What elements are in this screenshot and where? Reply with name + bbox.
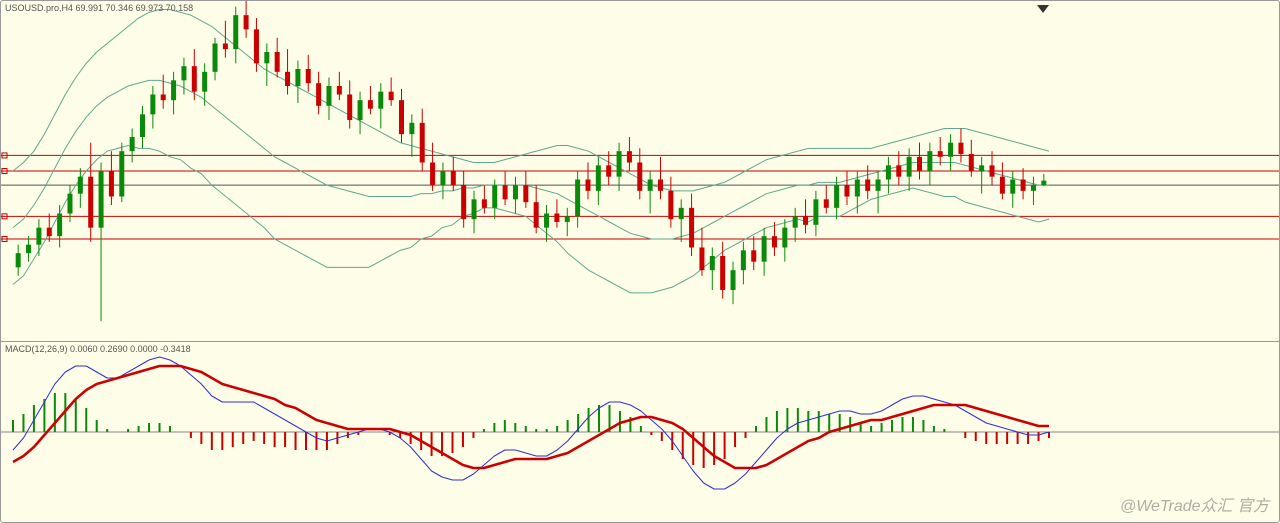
price-panel-label: USOUSD.pro,H4 69.991 70.346 69.973 70.15…: [5, 3, 193, 13]
chart-container: USOUSD.pro,H4 69.991 70.346 69.973 70.15…: [0, 0, 1280, 523]
macd-chart-svg: [1, 342, 1279, 522]
price-chart-panel[interactable]: USOUSD.pro,H4 69.991 70.346 69.973 70.15…: [1, 1, 1279, 342]
macd-panel-label: MACD(12,26,9) 0.0060 0.2690 0.0000 -0.34…: [5, 344, 191, 354]
macd-indicator-panel[interactable]: MACD(12,26,9) 0.0060 0.2690 0.0000 -0.34…: [1, 342, 1279, 522]
dropdown-icon[interactable]: [1037, 5, 1049, 13]
price-chart-svg: [1, 1, 1279, 341]
watermark-text: @WeTrade众汇 官方: [1120, 492, 1269, 516]
